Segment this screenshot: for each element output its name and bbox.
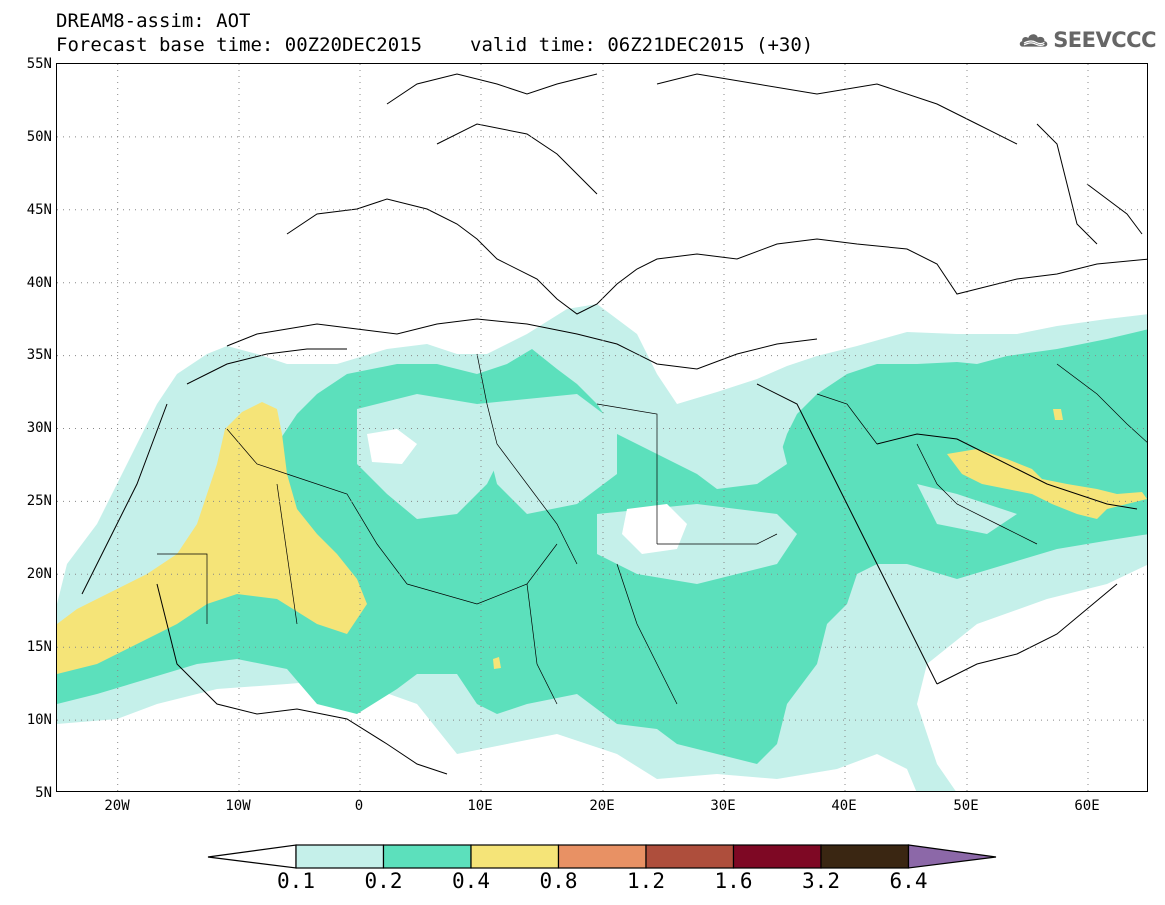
lat-tick-label: 10N xyxy=(26,712,52,728)
colorbar-bin xyxy=(645,844,735,869)
lat-tick-label: 40N xyxy=(26,275,52,291)
lat-tick-label: 15N xyxy=(26,639,52,655)
aot-contour-0.4 xyxy=(493,657,501,669)
map-title: DREAM8-assim: AOT xyxy=(56,11,250,31)
colorbar-label: 0.2 xyxy=(364,869,403,893)
lat-tick-label: 25N xyxy=(26,493,52,509)
colorbar-label: 1.2 xyxy=(627,869,665,893)
colorbar-bin xyxy=(382,844,472,869)
colorbar-bin xyxy=(295,844,385,869)
lat-lon-grid xyxy=(57,64,1147,791)
colorbar-bin xyxy=(470,844,560,869)
lon-tick-label: 10W xyxy=(225,798,251,814)
cloud-icon xyxy=(1019,34,1048,47)
clear-area xyxy=(367,429,417,464)
lat-tick-label: 55N xyxy=(26,56,52,72)
lon-tick-label: 40E xyxy=(831,798,857,814)
clear-area xyxy=(622,504,687,554)
lon-tick-label: 60E xyxy=(1074,798,1100,814)
aot-contour-0.4 xyxy=(57,402,367,674)
logo-text: SEEVCCC xyxy=(1053,28,1156,52)
lon-tick-label: 50E xyxy=(953,798,979,814)
lat-tick-label: 20N xyxy=(26,566,52,582)
lat-tick-label: 5N xyxy=(35,785,52,801)
aot-map xyxy=(57,64,1147,791)
lat-tick-label: 30N xyxy=(26,420,52,436)
colorbar-label: 6.4 xyxy=(889,869,928,893)
colorbar-bin xyxy=(732,844,822,869)
colorbar-bin xyxy=(820,844,910,869)
coastlines xyxy=(81,73,1147,775)
title-text: DREAM8-assim: AOT xyxy=(56,10,251,32)
aot-contour-0.1-inner2 xyxy=(477,394,617,514)
country-borders xyxy=(157,353,1147,705)
aot-contour-0.4 xyxy=(1053,409,1063,420)
colorbar-label: 3.2 xyxy=(802,869,840,893)
colorbar-over-arrow xyxy=(907,844,997,869)
lat-tick-label: 35N xyxy=(26,347,52,363)
lon-tick-label: 20W xyxy=(104,798,130,814)
valid-time-text: valid time: 06Z21DEC2015 (+30) xyxy=(470,34,814,56)
lon-tick-label: 30E xyxy=(710,798,736,814)
map-area xyxy=(56,63,1148,792)
lat-tick-label: 45N xyxy=(26,202,52,218)
lon-tick-label: 0 xyxy=(354,798,364,814)
lat-tick-label: 50N xyxy=(26,129,52,145)
colorbar-label: 0.1 xyxy=(277,869,315,893)
lon-tick-label: 20E xyxy=(589,798,615,814)
aot-contour-0.1-inner3 xyxy=(727,424,787,484)
colorbar-label: 1.6 xyxy=(714,869,753,893)
aot-contour-0.1-inner xyxy=(357,394,507,519)
colorbar-under-arrow xyxy=(207,844,297,869)
forecast-times: Forecast base time: 00Z20DEC2015 valid ti… xyxy=(56,35,813,55)
lon-tick-label: 10E xyxy=(467,798,493,814)
seevccc-logo: SEEVCCC xyxy=(1018,22,1156,58)
colorbar-bin xyxy=(557,844,647,869)
base-time-text: Forecast base time: 00Z20DEC2015 xyxy=(56,34,423,56)
colorbar-label: 0.8 xyxy=(539,869,578,893)
colorbar-label: 0.4 xyxy=(452,869,490,893)
